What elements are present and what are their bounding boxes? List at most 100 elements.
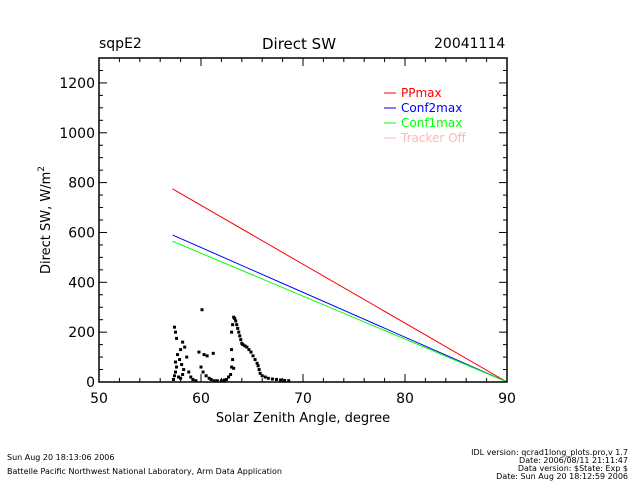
- scatter-point: [231, 323, 235, 327]
- scatter-layer: [171, 308, 291, 383]
- scatter-point: [247, 348, 251, 352]
- y-tick-label: 600: [68, 225, 95, 241]
- y-axis-label: Direct SW, W/m2: [37, 166, 54, 274]
- scatter-point: [175, 365, 179, 369]
- scatter-point: [270, 377, 274, 381]
- scatter-point: [174, 360, 177, 364]
- scatter-point: [205, 354, 209, 358]
- scatter-point: [235, 323, 239, 327]
- footer-run-date: Date: Sun Aug 20 18:12:59 2006: [496, 472, 628, 481]
- footer-idl-version: IDL version: qcrad1long_plots.pro,v 1.7: [471, 448, 628, 457]
- scatter-point: [251, 354, 255, 358]
- y-tick-label: 1000: [59, 126, 95, 142]
- scatter-point: [199, 365, 203, 369]
- x-tick-label: 70: [294, 391, 312, 407]
- footer-timestamp: Sun Aug 20 18:13:06 2006: [7, 453, 115, 462]
- scatter-point: [183, 345, 187, 349]
- x-tick-label: 50: [90, 391, 108, 407]
- scatter-point: [245, 345, 249, 349]
- scatter-point: [266, 376, 270, 380]
- scatter-point: [189, 375, 193, 379]
- scatter-point: [176, 353, 180, 357]
- site-label: sqpE2: [99, 36, 142, 52]
- scatter-point: [172, 374, 176, 378]
- y-axis-label-superscript: 2: [37, 166, 47, 172]
- scatter-point: [283, 379, 287, 383]
- scatter-point: [260, 374, 264, 378]
- scatter-point: [241, 343, 245, 347]
- scatter-point: [231, 358, 235, 362]
- scatter-point: [234, 319, 238, 323]
- scatter-point: [257, 368, 261, 372]
- scatter-point: [256, 364, 260, 368]
- y-tick-label: 800: [68, 176, 95, 192]
- y-tick-label: 400: [68, 275, 95, 291]
- scatter-point: [229, 373, 233, 377]
- scatter-point: [172, 325, 176, 329]
- scatter-point: [212, 379, 216, 383]
- scatter-point: [238, 334, 242, 338]
- scatter-point: [232, 366, 236, 370]
- scatter-point: [287, 379, 291, 383]
- footer-credit: Battelle Pacific Northwest National Labo…: [7, 467, 282, 476]
- scatter-point: [175, 336, 179, 340]
- scatter-point: [209, 378, 213, 382]
- scatter-point: [204, 374, 208, 378]
- scatter-point: [202, 353, 206, 357]
- scatter-point: [174, 330, 177, 334]
- scatter-point: [187, 370, 191, 374]
- scatter-point: [227, 375, 231, 379]
- scatter-point: [222, 378, 226, 382]
- scatter-point: [200, 308, 204, 312]
- scatter-point: [178, 358, 182, 362]
- scatter-point: [182, 368, 186, 372]
- scatter-point: [180, 363, 184, 367]
- scatter-point: [258, 371, 262, 375]
- scatter-point: [194, 379, 198, 383]
- scatter-point: [197, 350, 201, 354]
- scatter-point: [211, 351, 215, 355]
- y-tick-label: 200: [68, 325, 95, 341]
- scatter-point: [207, 376, 211, 380]
- scatter-point: [191, 378, 195, 382]
- chart-title: Direct SW: [262, 35, 337, 53]
- footer-date-line: Date: 2006/08/11 21:11:47: [519, 456, 628, 465]
- scatter-point: [249, 350, 253, 354]
- scatter-point: [181, 340, 185, 344]
- scatter-point: [174, 370, 177, 374]
- footer-data-version: Data version: $State: Exp $: [517, 464, 628, 473]
- scatter-point: [215, 379, 219, 383]
- scatter-point: [225, 378, 228, 382]
- labels-layer: 50 60 70 80 90 0 200 400 600 800 1000 1200 Solar Zen…: [37, 76, 516, 426]
- scatter-point: [185, 355, 189, 359]
- legend-label: Conf2max: [401, 101, 462, 115]
- scatter-point: [274, 378, 278, 382]
- scatter-point: [230, 330, 234, 334]
- scatter-point: [171, 378, 175, 382]
- legend-label: Conf1max: [401, 116, 462, 130]
- x-tick-label: 80: [396, 391, 414, 407]
- x-tick-label: 90: [498, 391, 516, 407]
- scatter-point: [201, 370, 205, 374]
- scatter-point: [239, 338, 243, 342]
- x-tick-label: 60: [192, 391, 210, 407]
- y-tick-label: 1200: [59, 76, 95, 92]
- scatter-point: [177, 375, 181, 379]
- scatter-point: [279, 378, 283, 382]
- x-axis-label: Solar Zenith Angle, degree: [216, 411, 390, 426]
- scatter-point: [230, 348, 234, 352]
- legend-label: Tracker Off: [400, 131, 467, 145]
- scatter-point: [233, 316, 237, 320]
- series-line-conf1max: [172, 240, 508, 383]
- legend-label: PPmax: [401, 86, 442, 100]
- lines-layer: [172, 188, 508, 383]
- date-label: 20041114: [434, 36, 506, 52]
- scatter-point: [263, 375, 267, 379]
- series-line-ppmax: [172, 188, 508, 383]
- scatter-point: [243, 344, 247, 348]
- scatter-point: [253, 358, 257, 362]
- scatter-point: [181, 373, 185, 377]
- series-line-conf2max: [172, 234, 508, 383]
